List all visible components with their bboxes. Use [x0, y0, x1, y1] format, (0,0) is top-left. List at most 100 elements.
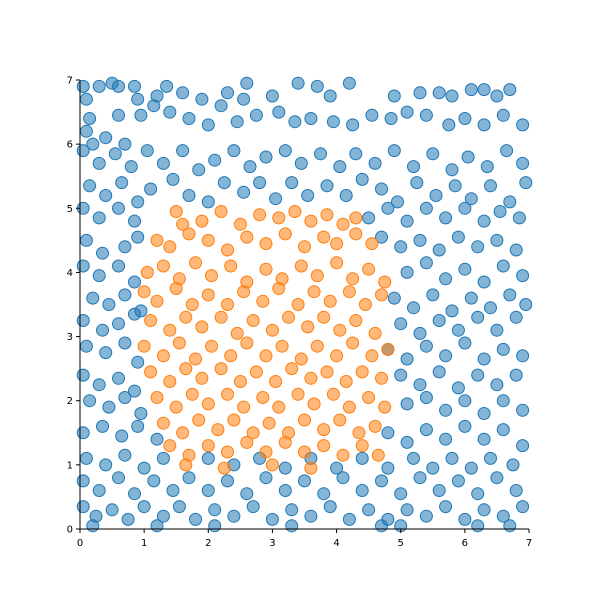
data-point	[96, 323, 109, 337]
data-point	[246, 314, 260, 327]
data-point	[301, 320, 315, 334]
data-point	[464, 461, 478, 475]
data-point	[189, 352, 202, 366]
data-point	[205, 269, 218, 283]
data-point	[227, 144, 241, 158]
data-point	[400, 397, 414, 411]
data-point	[375, 519, 388, 533]
data-point	[432, 365, 446, 379]
data-point	[458, 262, 472, 276]
data-point	[410, 176, 424, 190]
data-point	[131, 92, 145, 106]
data-point	[83, 394, 97, 408]
data-point	[439, 403, 453, 417]
data-point	[298, 240, 311, 254]
data-point	[134, 108, 148, 122]
data-point	[464, 192, 478, 206]
data-point	[471, 310, 485, 324]
data-point	[163, 439, 177, 453]
data-point	[320, 365, 334, 379]
data-point	[368, 419, 382, 433]
data-point	[256, 391, 270, 404]
data-point	[445, 451, 459, 465]
data-point	[362, 211, 376, 225]
data-point	[285, 176, 299, 190]
data-point	[419, 256, 433, 270]
data-point	[278, 144, 292, 158]
data-point	[516, 156, 530, 170]
data-point	[221, 243, 234, 257]
data-point	[192, 163, 206, 177]
data-point	[426, 147, 440, 161]
data-point	[214, 205, 228, 218]
data-point	[317, 487, 331, 501]
data-point	[259, 237, 273, 251]
data-point	[278, 435, 292, 449]
data-point	[282, 310, 295, 324]
data-point	[294, 156, 308, 170]
data-point	[92, 156, 106, 170]
data-point	[96, 419, 109, 433]
data-point	[76, 144, 90, 158]
data-point	[458, 336, 472, 350]
x-axis-ticks: 0 1 2 3 4 5 6 7	[77, 529, 532, 549]
data-point	[76, 426, 90, 440]
data-point	[342, 400, 356, 414]
data-point	[394, 317, 408, 331]
data-point	[477, 503, 491, 517]
data-point	[102, 400, 116, 414]
data-point	[217, 461, 231, 475]
data-point	[278, 461, 292, 475]
data-point	[163, 375, 177, 388]
data-point	[471, 519, 485, 533]
data-point	[269, 192, 283, 206]
data-point	[339, 189, 353, 202]
data-point	[439, 349, 453, 363]
data-point	[342, 76, 356, 90]
data-point	[128, 214, 141, 228]
data-point	[490, 471, 504, 485]
data-point	[230, 115, 244, 129]
data-point	[156, 349, 170, 363]
data-point	[419, 108, 433, 122]
data-point	[503, 83, 517, 97]
data-point	[307, 397, 321, 411]
data-point	[259, 349, 273, 363]
data-point	[128, 275, 141, 289]
data-point	[137, 461, 151, 475]
data-point	[301, 189, 315, 202]
data-point	[432, 484, 446, 497]
data-point	[387, 89, 401, 103]
data-point	[150, 233, 164, 247]
data-point	[118, 288, 132, 302]
data-point	[221, 474, 234, 488]
data-point	[112, 79, 125, 93]
data-point	[471, 240, 485, 254]
data-point	[240, 487, 254, 501]
data-point	[439, 211, 453, 225]
data-point	[211, 423, 225, 437]
data-point	[214, 310, 228, 324]
data-point	[461, 150, 475, 164]
data-point	[121, 512, 135, 526]
data-point	[439, 432, 453, 446]
data-point	[400, 214, 414, 228]
data-point	[509, 243, 523, 257]
data-point	[140, 144, 154, 158]
data-point	[477, 352, 491, 366]
data-point	[265, 323, 279, 337]
data-point	[432, 314, 446, 327]
data-point	[381, 426, 395, 440]
data-point	[96, 246, 109, 260]
data-point	[233, 217, 247, 231]
data-point	[112, 201, 125, 215]
data-point	[259, 471, 273, 485]
data-point	[169, 400, 183, 414]
data-point	[320, 208, 334, 222]
data-point	[259, 445, 273, 459]
data-point	[285, 362, 299, 376]
data-point	[227, 413, 241, 427]
data-point	[500, 144, 514, 158]
data-point	[317, 310, 331, 324]
data-point	[336, 448, 350, 462]
